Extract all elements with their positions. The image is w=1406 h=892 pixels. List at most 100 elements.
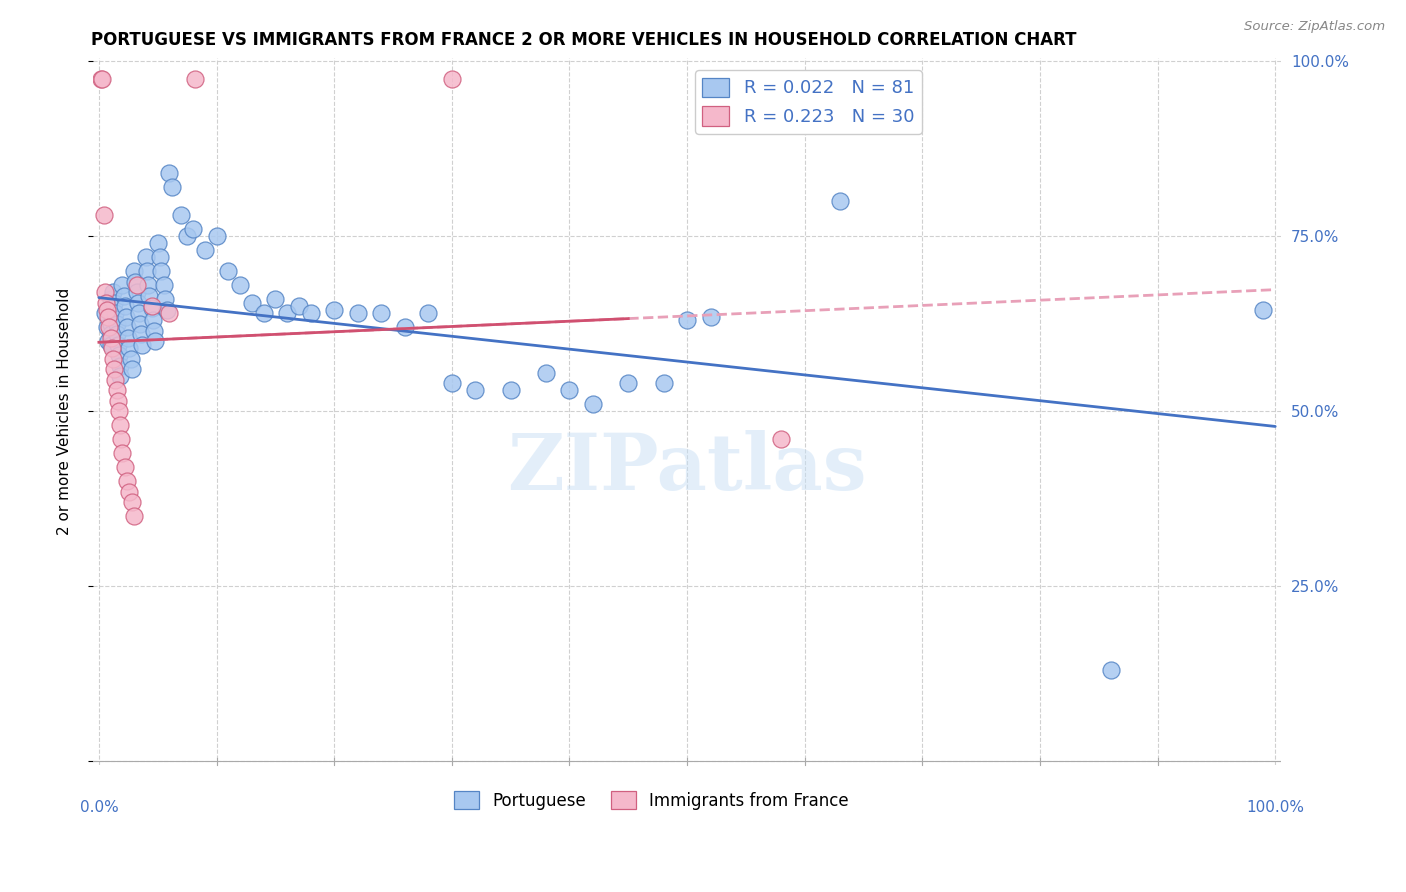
- Point: [370, 306, 392, 320]
- Point: [828, 194, 851, 209]
- Point: [90, 71, 112, 86]
- Point: [136, 278, 159, 293]
- Point: [114, 299, 136, 313]
- Point: [105, 317, 128, 331]
- Point: [1099, 663, 1122, 677]
- Point: [170, 208, 193, 222]
- Point: [129, 317, 152, 331]
- Point: [138, 288, 160, 302]
- Point: [129, 327, 152, 342]
- Point: [770, 432, 793, 446]
- Point: [276, 306, 298, 320]
- Point: [104, 306, 127, 320]
- Point: [464, 383, 486, 397]
- Point: [117, 331, 139, 345]
- Point: [128, 306, 150, 320]
- Point: [115, 474, 138, 488]
- Point: [141, 301, 163, 315]
- Point: [101, 285, 124, 300]
- Point: [159, 306, 181, 320]
- Point: [159, 166, 181, 180]
- Point: [105, 327, 128, 342]
- Point: [582, 397, 605, 411]
- Point: [142, 313, 165, 327]
- Point: [141, 299, 163, 313]
- Point: [107, 393, 129, 408]
- Point: [229, 278, 252, 293]
- Point: [100, 331, 122, 345]
- Point: [122, 264, 145, 278]
- Point: [135, 250, 157, 264]
- Point: [112, 288, 135, 302]
- Point: [176, 229, 198, 244]
- Point: [96, 320, 118, 334]
- Point: [118, 484, 141, 499]
- Text: 0.0%: 0.0%: [80, 799, 118, 814]
- Point: [121, 362, 143, 376]
- Point: [120, 351, 142, 366]
- Point: [115, 310, 138, 324]
- Point: [100, 327, 122, 342]
- Point: [108, 418, 131, 433]
- Point: [418, 306, 440, 320]
- Point: [394, 320, 416, 334]
- Point: [323, 302, 346, 317]
- Point: [100, 337, 122, 351]
- Point: [107, 337, 129, 351]
- Point: [160, 180, 183, 194]
- Point: [108, 369, 131, 384]
- Point: [97, 310, 120, 324]
- Point: [299, 306, 322, 320]
- Point: [652, 376, 675, 391]
- Point: [104, 373, 127, 387]
- Point: [93, 208, 115, 222]
- Point: [100, 306, 122, 320]
- Text: 100.0%: 100.0%: [1246, 799, 1305, 814]
- Point: [1253, 302, 1275, 317]
- Point: [115, 320, 138, 334]
- Point: [121, 495, 143, 509]
- Point: [100, 317, 122, 331]
- Point: [108, 359, 131, 373]
- Point: [103, 362, 125, 376]
- Point: [240, 295, 263, 310]
- Point: [440, 71, 463, 86]
- Point: [617, 376, 640, 391]
- Point: [699, 310, 721, 324]
- Point: [205, 229, 228, 244]
- Point: [156, 302, 179, 317]
- Point: [346, 306, 368, 320]
- Point: [125, 285, 148, 300]
- Point: [143, 334, 166, 348]
- Point: [127, 295, 149, 310]
- Point: [217, 264, 239, 278]
- Point: [118, 341, 141, 355]
- Point: [194, 243, 217, 257]
- Y-axis label: 2 or more Vehicles in Household: 2 or more Vehicles in Household: [58, 287, 72, 534]
- Point: [94, 285, 117, 300]
- Point: [150, 264, 173, 278]
- Point: [184, 71, 207, 86]
- Point: [101, 341, 124, 355]
- Point: [111, 446, 134, 460]
- Point: [252, 306, 274, 320]
- Point: [131, 337, 153, 351]
- Point: [91, 71, 114, 86]
- Point: [152, 278, 174, 293]
- Point: [108, 404, 131, 418]
- Point: [100, 292, 122, 306]
- Point: [98, 320, 121, 334]
- Text: PORTUGUESE VS IMMIGRANTS FROM FRANCE 2 OR MORE VEHICLES IN HOUSEHOLD CORRELATION: PORTUGUESE VS IMMIGRANTS FROM FRANCE 2 O…: [91, 31, 1077, 49]
- Point: [146, 236, 169, 251]
- Point: [149, 250, 172, 264]
- Point: [136, 264, 159, 278]
- Point: [94, 306, 117, 320]
- Point: [122, 509, 145, 524]
- Point: [111, 278, 134, 293]
- Point: [125, 278, 148, 293]
- Point: [124, 275, 146, 289]
- Point: [676, 313, 699, 327]
- Point: [143, 324, 166, 338]
- Point: [181, 222, 204, 236]
- Point: [558, 383, 581, 397]
